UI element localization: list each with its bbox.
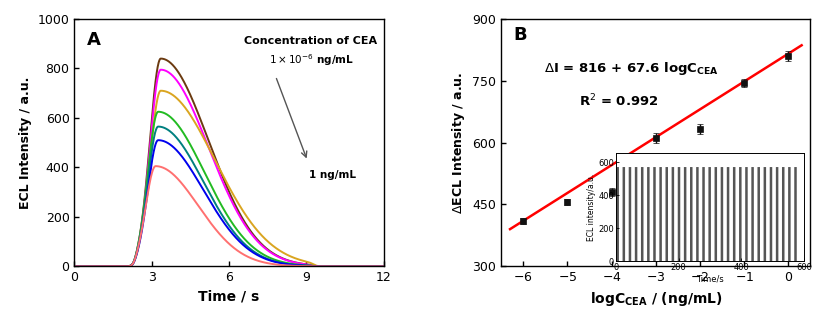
Y-axis label: $\Delta$ECL Intensity / a.u.: $\Delta$ECL Intensity / a.u. — [450, 72, 466, 214]
X-axis label: logC$_{\bf CEA}$ / (ng/mL): logC$_{\bf CEA}$ / (ng/mL) — [590, 290, 722, 308]
Text: Concentration of CEA: Concentration of CEA — [244, 36, 377, 46]
Text: A: A — [87, 31, 101, 49]
Text: $\Delta$I = 816 + 67.6 logC$_{\bf CEA}$: $\Delta$I = 816 + 67.6 logC$_{\bf CEA}$ — [543, 60, 719, 77]
Text: R$^{2}$ = 0.992: R$^{2}$ = 0.992 — [579, 92, 658, 109]
Text: $1\times10^{-6}$ ng/mL: $1\times10^{-6}$ ng/mL — [269, 53, 354, 68]
Text: B: B — [514, 26, 527, 44]
X-axis label: Time / s: Time / s — [198, 290, 260, 304]
Y-axis label: ECL Intensity / a.u.: ECL Intensity / a.u. — [19, 76, 32, 209]
Text: 1 ng/mL: 1 ng/mL — [309, 170, 356, 180]
